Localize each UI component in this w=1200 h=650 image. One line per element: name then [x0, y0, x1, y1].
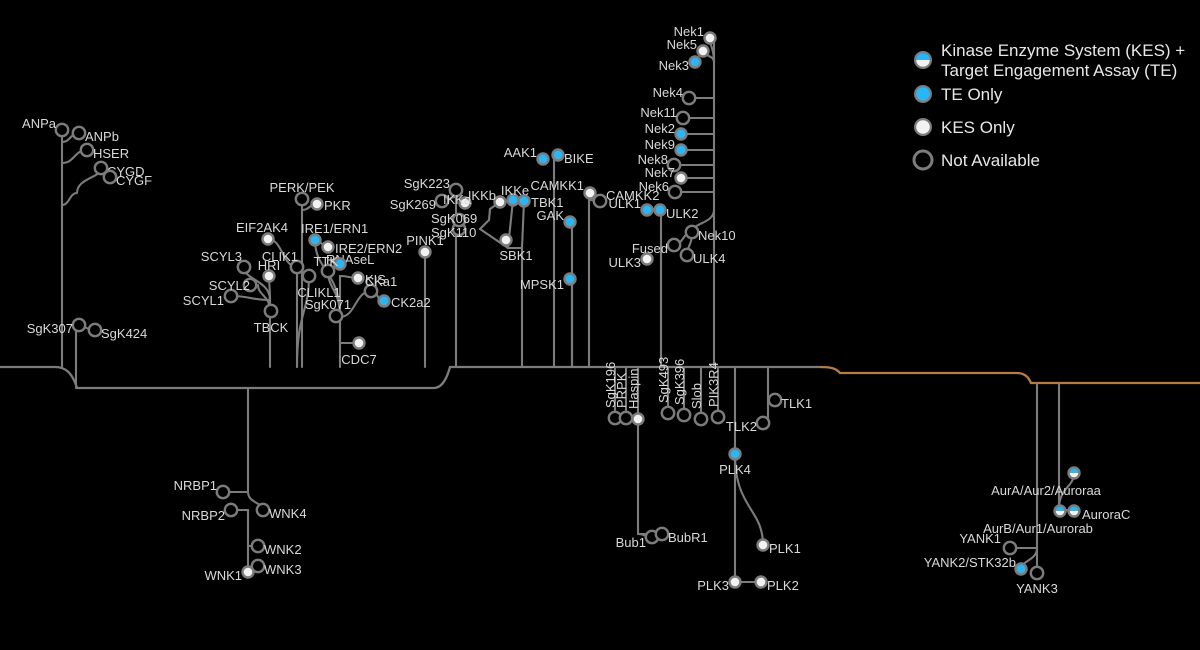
- svg-text:Nek3: Nek3: [659, 58, 689, 73]
- svg-text:ULK2: ULK2: [666, 206, 699, 221]
- svg-text:SgK110: SgK110: [431, 225, 476, 240]
- svg-text:CYGF: CYGF: [116, 173, 152, 188]
- svg-text:PLK3: PLK3: [697, 578, 729, 593]
- svg-text:CK2a2: CK2a2: [391, 295, 431, 310]
- svg-text:SBK1: SBK1: [499, 248, 532, 263]
- svg-text:GAK: GAK: [537, 208, 565, 223]
- svg-text:PERK/PEK: PERK/PEK: [269, 180, 334, 195]
- svg-text:BIKE: BIKE: [564, 151, 594, 166]
- svg-text:ULK1: ULK1: [608, 196, 641, 211]
- svg-text:SgK071: SgK071: [305, 297, 351, 312]
- svg-text:SgK069: SgK069: [431, 211, 477, 226]
- svg-text:CKa1: CKa1: [365, 274, 398, 289]
- svg-text:AuroraC: AuroraC: [1082, 507, 1130, 522]
- svg-text:Nek4: Nek4: [653, 85, 683, 100]
- svg-text:CDC7: CDC7: [341, 352, 376, 367]
- svg-text:Nek5: Nek5: [667, 37, 697, 52]
- svg-text:NRBP1: NRBP1: [174, 478, 217, 493]
- svg-text:WNK4: WNK4: [269, 506, 307, 521]
- svg-text:NRBP2: NRBP2: [182, 508, 225, 523]
- svg-text:AurA/Aur2/Auroraa: AurA/Aur2/Auroraa: [991, 483, 1102, 498]
- svg-text:SCYL2: SCYL2: [209, 278, 250, 293]
- svg-text:Nek11: Nek11: [640, 105, 677, 120]
- svg-text:IKKb: IKKb: [468, 188, 496, 203]
- svg-text:SgK269: SgK269: [390, 197, 436, 212]
- svg-text:YANK2/STK32b: YANK2/STK32b: [924, 555, 1016, 570]
- svg-text:Haspin: Haspin: [626, 369, 641, 409]
- svg-text:KES Only: KES Only: [941, 118, 1015, 137]
- svg-text:Bub1: Bub1: [616, 535, 646, 550]
- svg-text:ANPa: ANPa: [22, 116, 57, 131]
- svg-text:SCYL3: SCYL3: [201, 249, 242, 264]
- svg-text:HSER: HSER: [93, 146, 129, 161]
- svg-text:BubR1: BubR1: [668, 530, 708, 545]
- svg-text:Nek9: Nek9: [645, 137, 675, 152]
- svg-text:TLK1: TLK1: [781, 396, 812, 411]
- svg-text:ULK4: ULK4: [693, 251, 726, 266]
- svg-text:WNK3: WNK3: [264, 562, 302, 577]
- svg-text:Nek10: Nek10: [698, 228, 736, 243]
- svg-text:SgK223: SgK223: [404, 176, 450, 191]
- svg-text:TE Only: TE Only: [941, 85, 1003, 104]
- svg-text:Slob: Slob: [689, 383, 704, 409]
- svg-text:TBCK: TBCK: [254, 320, 289, 335]
- svg-text:Target Engagement Assay (TE): Target Engagement Assay (TE): [941, 61, 1177, 80]
- svg-text:AAK1: AAK1: [504, 145, 537, 160]
- svg-text:SgK493: SgK493: [656, 357, 671, 403]
- svg-text:PIK3R4: PIK3R4: [706, 362, 721, 407]
- svg-text:TTK: TTK: [313, 254, 338, 269]
- svg-text:EIF2AK4: EIF2AK4: [236, 220, 288, 235]
- svg-text:WNK1: WNK1: [204, 568, 242, 583]
- svg-text:ANPb: ANPb: [85, 129, 119, 144]
- svg-text:Not Available: Not Available: [941, 151, 1040, 170]
- svg-text:WNK2: WNK2: [264, 542, 302, 557]
- svg-text:PLK1: PLK1: [769, 541, 801, 556]
- svg-text:SgK396: SgK396: [672, 359, 687, 405]
- svg-text:Fused: Fused: [632, 241, 668, 256]
- svg-text:TLK2: TLK2: [726, 419, 757, 434]
- svg-text:PLK2: PLK2: [767, 578, 799, 593]
- svg-text:PLK4: PLK4: [719, 462, 751, 477]
- svg-text:SgK424: SgK424: [101, 326, 147, 341]
- svg-text:MPSK1: MPSK1: [520, 277, 564, 292]
- svg-text:YANK3: YANK3: [1016, 581, 1058, 596]
- svg-text:Nek2: Nek2: [645, 121, 675, 136]
- svg-text:SCYL1: SCYL1: [183, 293, 224, 308]
- svg-text:SgK307: SgK307: [27, 321, 73, 336]
- svg-text:ULK3: ULK3: [608, 255, 641, 270]
- svg-text:Kinase Enzyme System (KES) +: Kinase Enzyme System (KES) +: [941, 41, 1185, 60]
- svg-text:Nek6: Nek6: [639, 179, 669, 194]
- svg-text:CAMKK1: CAMKK1: [531, 178, 584, 193]
- svg-text:Nek7: Nek7: [645, 165, 675, 180]
- svg-text:CLIK1: CLIK1: [262, 249, 298, 264]
- svg-text:PKR: PKR: [324, 198, 351, 213]
- svg-text:YANK1: YANK1: [959, 531, 1001, 546]
- svg-text:IRE1/ERN1: IRE1/ERN1: [301, 221, 368, 236]
